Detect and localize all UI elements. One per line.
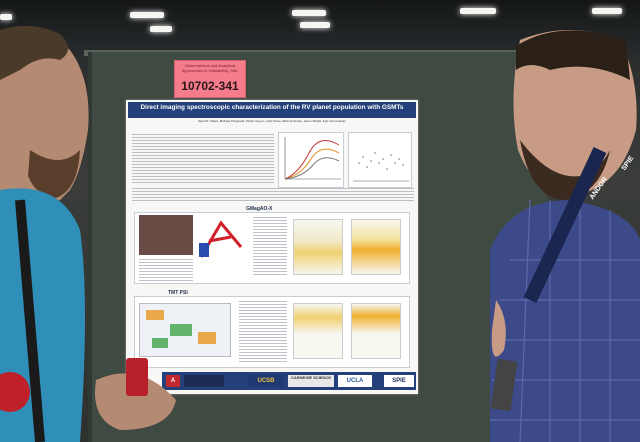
ucla-logo: UCLA [338, 375, 372, 387]
logo-placeholder [184, 375, 224, 387]
carnegie-logo: CARNEGIE SCIENCE [288, 375, 334, 387]
man-left-silhouette [0, 25, 176, 442]
ceiling-light [460, 8, 496, 14]
gmagao-notes [253, 217, 287, 277]
tag-number: 10702-341 [181, 79, 239, 93]
poster-plot-curves [284, 137, 341, 180]
ceiling-light [292, 10, 326, 16]
poster-logo-bar: A UCSB CARNEGIE SCIENCE UCLA SPIE [162, 372, 416, 390]
section-tmt-psi: TMT PSI [168, 290, 188, 296]
tmt-heatmap-2 [351, 303, 401, 359]
gmagao-text [139, 259, 193, 281]
poster-scatter-dots [353, 152, 409, 182]
ucsb-logo: UCSB [248, 375, 284, 387]
section-gmagao-x: GMagAO-X [246, 206, 273, 212]
poster-plot [278, 132, 344, 188]
tmt-psi-panel [134, 296, 410, 368]
telescope-photo [139, 215, 193, 255]
soda-can [126, 358, 148, 396]
diagram-block [152, 338, 168, 348]
gmagao-heatmap-1 [293, 219, 343, 275]
spie-logo: SPIE [384, 375, 414, 387]
ceiling-light [150, 26, 172, 32]
diagram-block [146, 310, 164, 320]
poster-summary-text [132, 188, 414, 202]
tmt-text [239, 301, 287, 363]
diagram-block [198, 332, 216, 344]
tag-small-text: Observational and Analytical Approaches … [181, 63, 239, 73]
man-right-silhouette [490, 30, 640, 442]
poster-number-tag: Observational and Analytical Approaches … [174, 60, 246, 98]
tmt-block-diagram [139, 303, 231, 357]
poster-scatter-plot [348, 132, 412, 188]
poster-authors: Jared R. Males, Michael Fitzgerald, Oliv… [197, 119, 347, 123]
diagram-block [170, 324, 192, 336]
research-poster: Direct imaging spectroscopic characteriz… [126, 100, 418, 394]
ceiling-light [130, 12, 164, 18]
gmagao-panel [134, 212, 410, 284]
ceiling-light [0, 14, 12, 20]
tmt-heatmap-1 [293, 303, 343, 359]
gmagao-heatmap-2 [351, 219, 401, 275]
ceiling-light [300, 22, 330, 28]
university-a-logo: A [166, 375, 180, 387]
poster-title: Direct imaging spectroscopic characteriz… [128, 102, 416, 118]
poster-text-block [132, 134, 274, 184]
optics-diagram [199, 220, 243, 258]
ceiling-light [592, 8, 622, 14]
